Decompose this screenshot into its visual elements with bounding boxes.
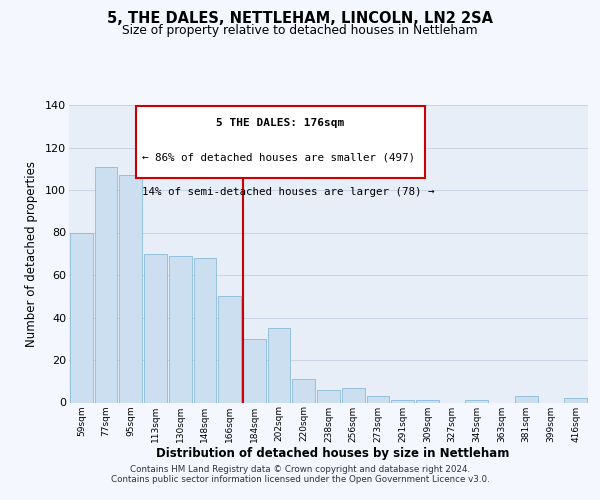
Text: Distribution of detached houses by size in Nettleham: Distribution of detached houses by size … [157,448,509,460]
Y-axis label: Number of detached properties: Number of detached properties [25,161,38,347]
Text: 5, THE DALES, NETTLEHAM, LINCOLN, LN2 2SA: 5, THE DALES, NETTLEHAM, LINCOLN, LN2 2S… [107,11,493,26]
Text: Contains public sector information licensed under the Open Government Licence v3: Contains public sector information licen… [110,475,490,484]
Bar [416,400,439,402]
Bar [466,400,488,402]
Bar [317,390,340,402]
Text: Contains HM Land Registry data © Crown copyright and database right 2024.: Contains HM Land Registry data © Crown c… [130,465,470,474]
Bar [391,400,414,402]
Text: Size of property relative to detached houses in Nettleham: Size of property relative to detached ho… [122,24,478,37]
FancyBboxPatch shape [136,106,425,178]
Bar [144,254,167,402]
Bar [243,339,266,402]
Bar [119,175,142,402]
Bar [194,258,216,402]
Bar [95,166,118,402]
Bar [342,388,365,402]
Bar [292,379,315,402]
Bar [564,398,587,402]
Bar [218,296,241,403]
Text: ← 86% of detached houses are smaller (497): ← 86% of detached houses are smaller (49… [142,152,415,162]
Bar [70,232,93,402]
Text: 5 THE DALES: 176sqm: 5 THE DALES: 176sqm [217,118,344,128]
Bar [515,396,538,402]
Text: 14% of semi-detached houses are larger (78) →: 14% of semi-detached houses are larger (… [142,187,434,197]
Bar [367,396,389,402]
Bar [268,328,290,402]
Bar [169,256,191,402]
